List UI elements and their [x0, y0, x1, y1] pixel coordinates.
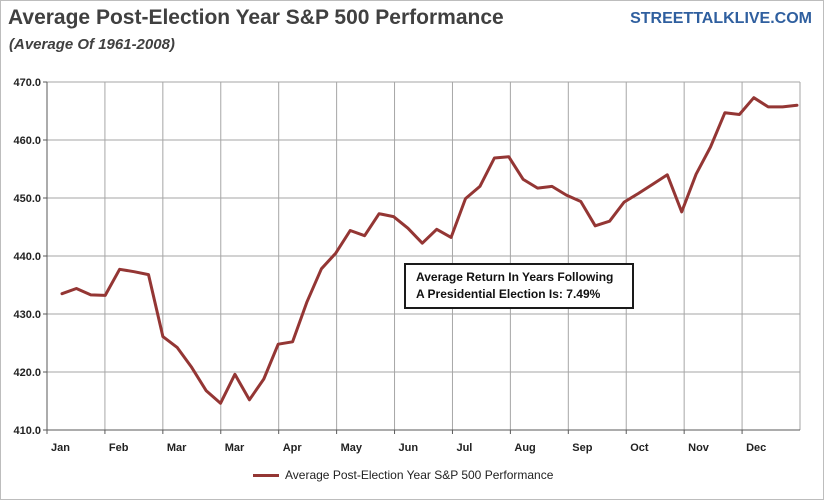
y-tick-label: 430.0	[13, 309, 41, 321]
y-tick-label: 460.0	[13, 135, 41, 147]
y-tick-label: 420.0	[13, 367, 41, 379]
legend-swatch	[253, 473, 279, 477]
y-tick-label: 410.0	[13, 425, 41, 437]
x-tick-label: Apr	[283, 442, 303, 454]
x-tick-label: Jul	[456, 442, 472, 454]
x-tick-label: Sep	[572, 442, 592, 454]
x-tick-label: Jun	[399, 442, 419, 454]
series-layer	[60, 96, 799, 405]
x-tick-label: Jan	[51, 442, 70, 454]
y-tick-label: 450.0	[13, 193, 41, 205]
axes	[43, 81, 800, 434]
x-tick-label: Nov	[688, 442, 710, 454]
x-tick-label: Mar	[167, 442, 187, 454]
chart-title: Average Post-Election Year S&P 500 Perfo…	[8, 6, 504, 29]
legend-label: Average Post-Election Year S&P 500 Perfo…	[285, 468, 554, 482]
x-tick-labels: Jan Feb Mar Mar Apr May Jun Jul Aug Sep Oct Nov Dec	[51, 442, 766, 454]
y-tick-labels: 410.0 420.0 430.0 440.0 450.0 460.0 470.0	[13, 77, 41, 437]
x-tick-label: Oct	[630, 442, 649, 454]
x-tick-label: Aug	[514, 442, 535, 454]
chart-subtitle: (Average Of 1961-2008)	[9, 36, 175, 53]
x-tick-label: Mar	[225, 442, 245, 454]
x-tick-label: Feb	[109, 442, 129, 454]
gridlines	[47, 81, 801, 430]
annotation-box: Average Return In Years Following A Pres…	[404, 263, 634, 309]
y-tick-label: 440.0	[13, 251, 41, 263]
brand-watermark: STREETTALKLIVE.COM	[630, 10, 812, 27]
legend: Average Post-Election Year S&P 500 Perfo…	[253, 466, 553, 484]
annotation-line-2: A Presidential Election Is: 7.49%	[416, 287, 601, 301]
annotation-line-1: Average Return In Years Following	[416, 270, 614, 284]
y-tick-label: 470.0	[13, 77, 41, 89]
x-tick-label: Dec	[746, 442, 766, 454]
x-tick-label: May	[341, 442, 363, 454]
series-line	[60, 96, 799, 405]
